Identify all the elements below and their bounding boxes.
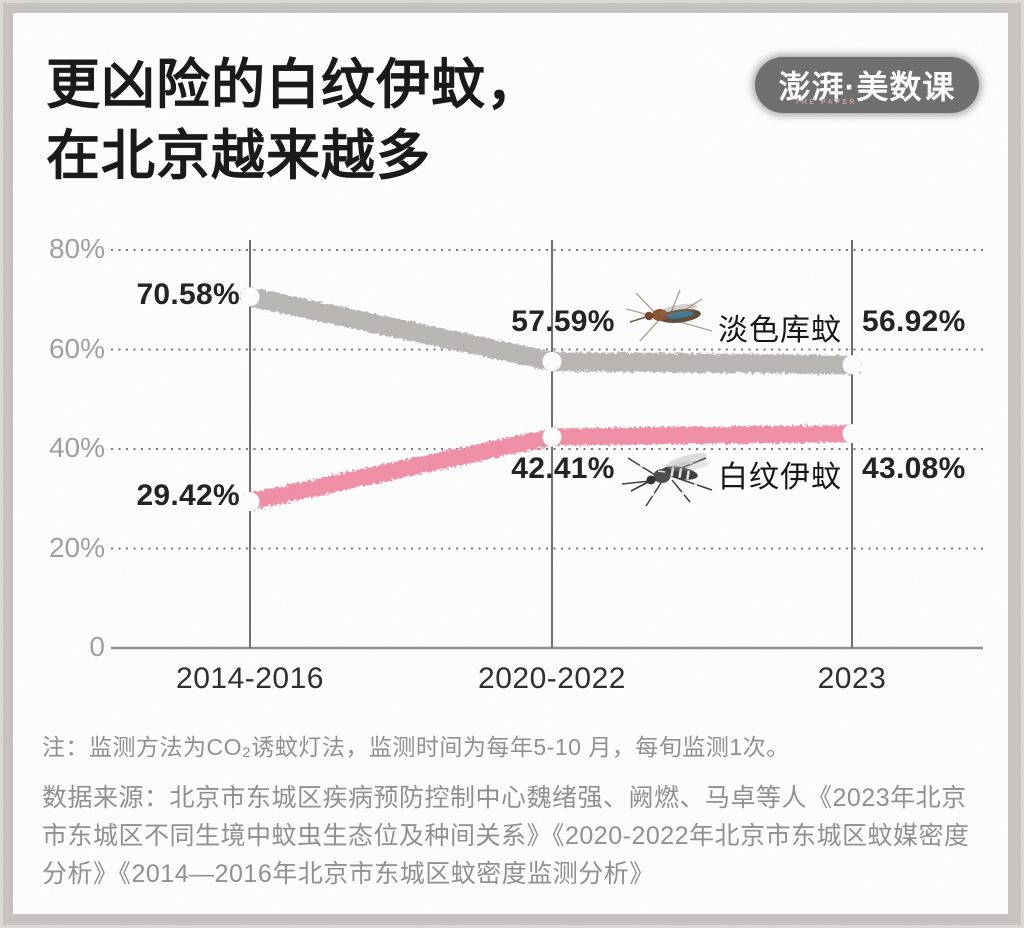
y-tick-label: 60% bbox=[48, 332, 105, 364]
y-tick-label: 40% bbox=[48, 432, 105, 463]
x-tick-label: 2014-2016 bbox=[176, 662, 324, 695]
data-point-marker bbox=[842, 424, 862, 444]
x-tick-label: 2023 bbox=[817, 662, 887, 695]
methodology-note: 注：监测方法为CO₂诱蚊灯法，监测时间为每年5-10 月，每旬监测1次。 bbox=[42, 734, 790, 760]
data-point-marker bbox=[542, 351, 562, 371]
data-point-marker bbox=[240, 492, 260, 512]
y-tick-label: 20% bbox=[48, 531, 105, 563]
y-tick-label: 0 bbox=[89, 631, 105, 662]
data-point-marker bbox=[240, 287, 260, 307]
culex-mosquito-image bbox=[625, 289, 713, 342]
data-point-marker bbox=[842, 355, 862, 375]
data-source-note: 数据来源：北京市东城区疾病预防控制中心魏绪强、阙燃、马卓等人《2023年北京市东… bbox=[42, 784, 970, 888]
data-label: 29.42% bbox=[136, 479, 240, 512]
y-tick-label: 80% bbox=[48, 233, 105, 264]
x-tick-label: 2020-2022 bbox=[478, 662, 626, 695]
data-label: 70.58% bbox=[136, 278, 240, 311]
data-label: 43.08% bbox=[862, 452, 966, 485]
series-name-label: 淡色库蚊 bbox=[718, 314, 842, 347]
data-label: 57.59% bbox=[511, 305, 615, 338]
data-point-marker bbox=[542, 427, 562, 447]
data-label: 56.92% bbox=[862, 305, 966, 338]
series-name-label: 白纹伊蚊 bbox=[718, 461, 842, 494]
aedes-mosquito-image bbox=[621, 452, 713, 507]
